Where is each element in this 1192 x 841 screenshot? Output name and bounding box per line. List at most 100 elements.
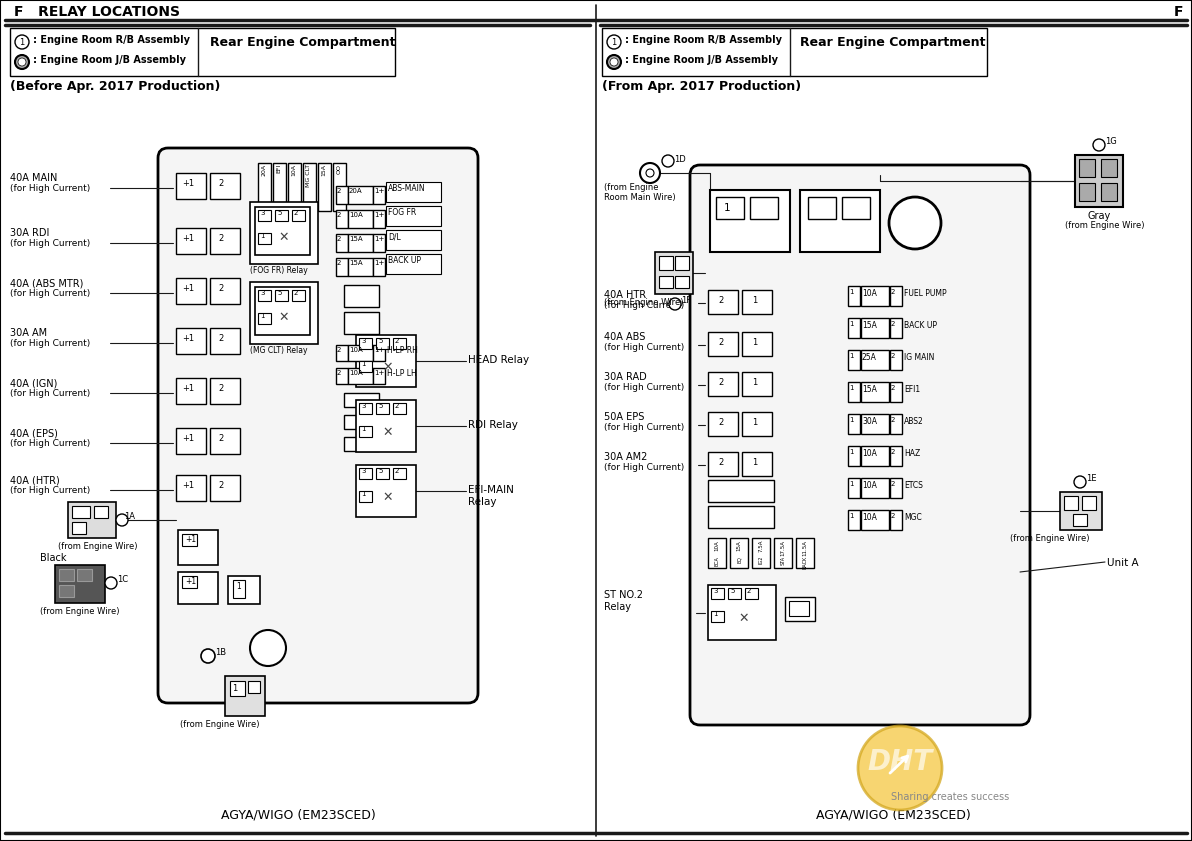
Bar <box>210 378 240 404</box>
Text: : Engine Room R/B Assembly: : Engine Room R/B Assembly <box>625 35 782 45</box>
Bar <box>348 368 373 384</box>
Text: HEAD Relay: HEAD Relay <box>468 355 529 365</box>
Text: (from Engine Wire): (from Engine Wire) <box>41 607 119 616</box>
Text: ECA: ECA <box>714 556 720 566</box>
Bar <box>861 446 889 466</box>
Bar <box>318 163 331 211</box>
Bar <box>336 210 348 228</box>
Text: 2: 2 <box>337 236 341 242</box>
Text: +1: +1 <box>182 334 194 343</box>
Bar <box>659 276 673 288</box>
Text: (for High Current): (for High Current) <box>10 389 91 398</box>
Text: BACK UP: BACK UP <box>389 256 421 265</box>
Bar <box>359 361 372 372</box>
Bar <box>292 290 305 301</box>
Text: 1: 1 <box>236 582 241 591</box>
Bar <box>861 318 889 338</box>
Bar <box>275 210 288 221</box>
Text: (for High Current): (for High Current) <box>10 239 91 248</box>
Text: FOG FR: FOG FR <box>389 208 416 217</box>
Bar <box>10 28 395 76</box>
Text: 2: 2 <box>890 417 895 423</box>
Text: 2: 2 <box>218 434 223 443</box>
Text: (for High Current): (for High Current) <box>10 486 91 495</box>
Text: 2: 2 <box>337 347 341 353</box>
Bar <box>255 207 310 255</box>
Text: +1: +1 <box>182 434 194 443</box>
Bar <box>210 328 240 354</box>
Text: 30A: 30A <box>862 417 877 426</box>
Bar <box>890 510 902 530</box>
Text: 10A: 10A <box>714 540 720 551</box>
Bar <box>257 210 271 221</box>
Text: 1: 1 <box>232 684 237 693</box>
Text: 2: 2 <box>337 370 341 376</box>
Text: (from Engine Wire): (from Engine Wire) <box>180 720 260 729</box>
Text: 40A (IGN): 40A (IGN) <box>10 378 57 388</box>
Text: 10A: 10A <box>862 289 877 298</box>
Text: 2: 2 <box>218 334 223 343</box>
Bar <box>393 468 406 479</box>
Bar <box>275 290 288 301</box>
Circle shape <box>15 35 29 49</box>
Text: : Engine Room J/B Assembly: : Engine Room J/B Assembly <box>33 55 186 65</box>
Text: 40A MAIN: 40A MAIN <box>10 173 57 183</box>
Bar <box>210 173 240 199</box>
Bar <box>176 328 206 354</box>
Circle shape <box>607 35 621 49</box>
Bar <box>741 412 772 436</box>
Bar <box>741 290 772 314</box>
Bar <box>373 258 385 276</box>
Text: 2: 2 <box>890 289 895 295</box>
Text: 1: 1 <box>361 426 366 432</box>
Bar <box>808 197 836 219</box>
Text: 15A: 15A <box>862 385 877 394</box>
Text: (from Engine Wire): (from Engine Wire) <box>58 542 137 551</box>
Text: (from Engine Wire): (from Engine Wire) <box>1011 534 1089 543</box>
Text: 2: 2 <box>718 378 724 387</box>
Text: (from Engine Wire): (from Engine Wire) <box>604 298 683 307</box>
Bar <box>861 478 889 498</box>
Text: 1: 1 <box>752 458 757 467</box>
Text: 10A: 10A <box>349 212 362 218</box>
Text: 40A (HTR): 40A (HTR) <box>10 475 60 485</box>
Bar <box>848 286 859 306</box>
Bar <box>176 228 206 254</box>
Text: 1+: 1+ <box>374 236 384 242</box>
Text: 1: 1 <box>849 449 853 455</box>
Bar <box>178 572 218 604</box>
Text: BACK: BACK <box>802 556 807 569</box>
Text: 1: 1 <box>849 481 853 487</box>
Bar <box>708 290 738 314</box>
Circle shape <box>610 58 617 66</box>
Bar <box>359 468 372 479</box>
Bar <box>800 190 880 252</box>
Bar <box>182 576 197 588</box>
Text: +1: +1 <box>182 384 194 393</box>
Text: 1+: 1+ <box>374 212 384 218</box>
Text: FUEL PUMP: FUEL PUMP <box>904 289 946 298</box>
Bar <box>386 206 441 226</box>
Text: (from Engine: (from Engine <box>604 183 658 192</box>
Bar <box>373 368 385 384</box>
Text: 1+: 1+ <box>374 370 384 376</box>
Text: (for High Current): (for High Current) <box>604 423 684 432</box>
Text: OO: OO <box>336 164 341 174</box>
Text: 1E: 1E <box>1086 474 1097 483</box>
Text: 1: 1 <box>849 513 853 519</box>
Text: 5: 5 <box>730 588 734 594</box>
Text: MG CLT: MG CLT <box>306 164 311 188</box>
Bar <box>348 345 373 361</box>
Text: 1: 1 <box>361 491 366 497</box>
Text: H-LP LH: H-LP LH <box>387 369 417 378</box>
Bar <box>178 530 218 565</box>
Text: 1: 1 <box>361 361 366 367</box>
Text: ST NO.2
Relay: ST NO.2 Relay <box>604 590 642 611</box>
Bar <box>336 186 348 204</box>
Text: BACK UP: BACK UP <box>904 321 937 330</box>
Text: 17.5A: 17.5A <box>781 540 786 556</box>
Bar <box>654 252 693 294</box>
Bar <box>356 400 416 452</box>
FancyBboxPatch shape <box>159 148 478 703</box>
Text: STA: STA <box>781 556 786 565</box>
